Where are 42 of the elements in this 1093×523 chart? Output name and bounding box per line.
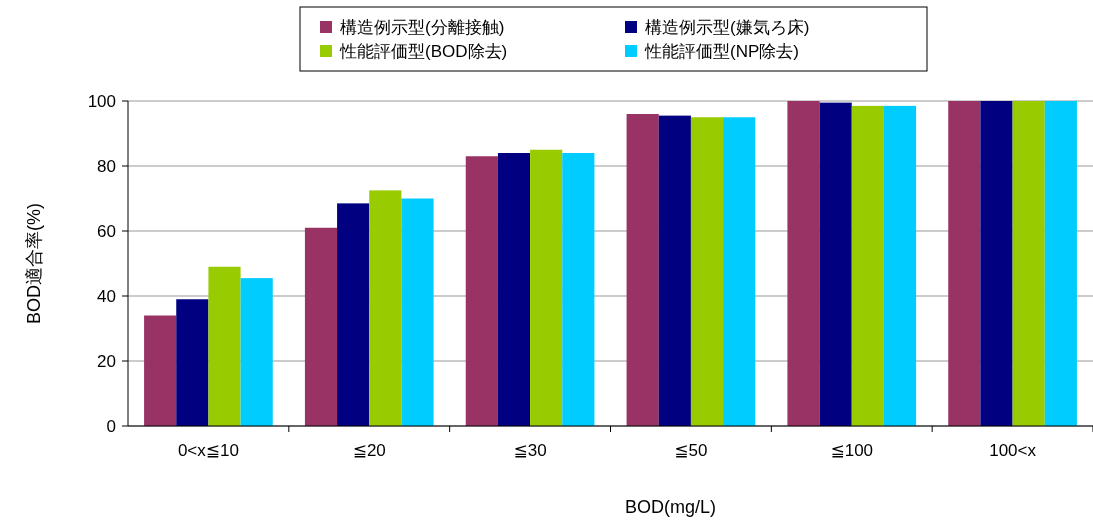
bar: [819, 102, 852, 426]
bar: [883, 105, 917, 426]
bar: [658, 115, 691, 426]
bar: [465, 156, 498, 426]
legend-label: 構造例示型(嫌気ろ床): [645, 17, 810, 37]
bar: [240, 278, 273, 426]
x-tick-label: 100<x: [989, 441, 1037, 460]
bar: [948, 101, 981, 426]
y-tick-label: 0: [106, 416, 116, 436]
bar: [144, 315, 177, 426]
y-tick-label: 40: [97, 286, 116, 306]
bar: [787, 101, 820, 426]
bar: [1044, 101, 1077, 426]
legend-label: 性能評価型(BOD除去): [339, 41, 508, 61]
bar: [369, 190, 402, 426]
x-tick-label: ≦30: [513, 441, 547, 460]
bar: [304, 227, 338, 426]
bar: [401, 198, 434, 426]
y-tick-label: 80: [97, 156, 116, 176]
y-tick-label: 100: [87, 91, 116, 111]
x-axis-title: BOD(mg/L): [624, 497, 717, 517]
bar: [723, 117, 756, 426]
x-tick-label: ≦50: [674, 441, 708, 460]
bar: [626, 114, 659, 426]
bar: [690, 117, 724, 426]
x-tick-label: 0<x≦10: [177, 441, 239, 460]
bar: [530, 149, 563, 426]
legend-label: 構造例示型(分離接触): [340, 17, 505, 37]
bar: [208, 266, 241, 426]
bar: [562, 153, 595, 426]
bar: [497, 153, 531, 426]
legend-label: 性能評価型(NP除去): [644, 41, 799, 61]
y-tick-label: 20: [97, 351, 116, 371]
x-tick-label: ≦20: [352, 441, 386, 460]
y-axis-title: BOD適合率(%): [24, 203, 44, 324]
bar: [1012, 101, 1045, 426]
bar: [980, 101, 1013, 426]
bar: [337, 203, 370, 426]
bar: [176, 299, 209, 426]
x-tick-label: ≦100: [830, 441, 874, 460]
y-tick-label: 60: [97, 221, 116, 241]
bar: [851, 105, 884, 426]
